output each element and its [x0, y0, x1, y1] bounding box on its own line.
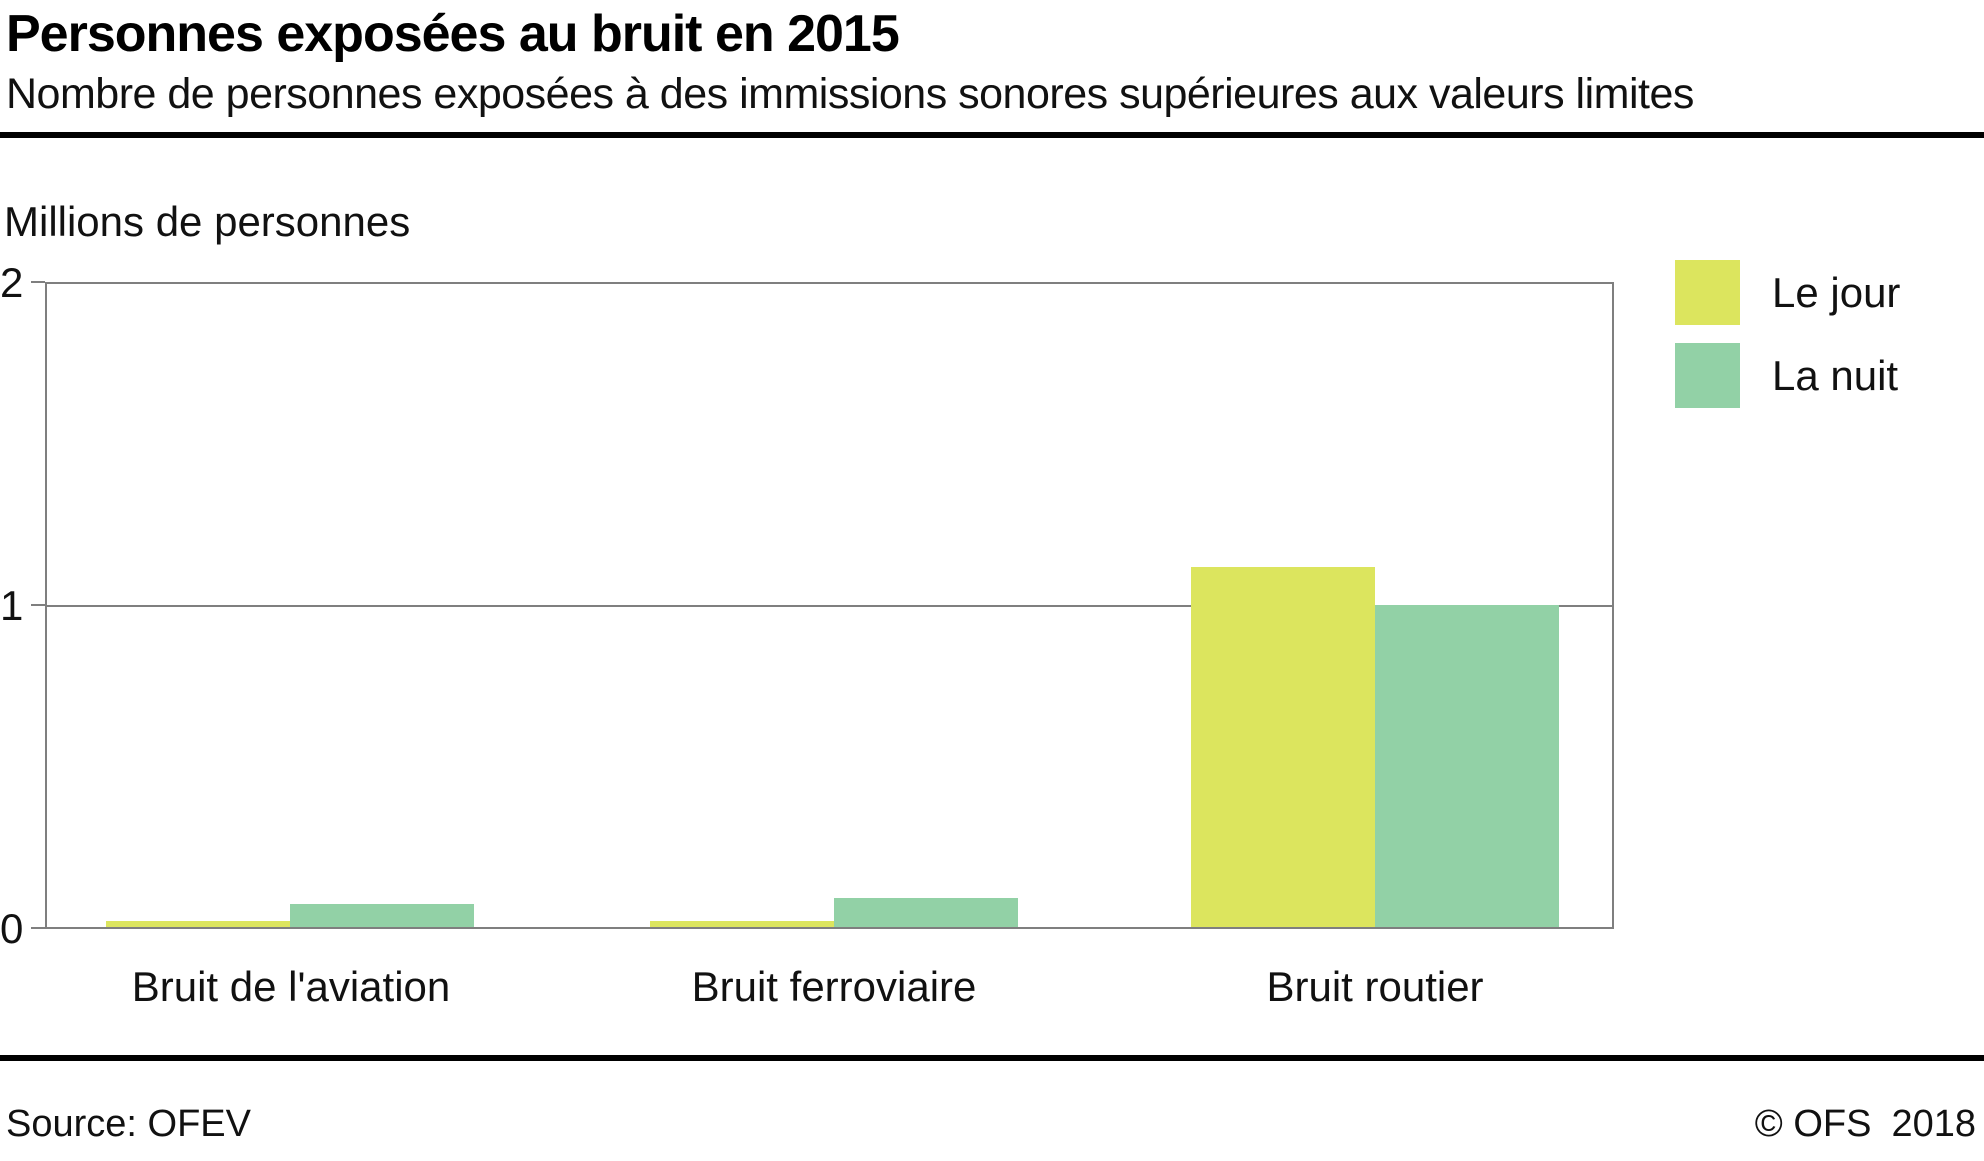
legend-item-day: Le jour — [1675, 260, 1900, 325]
legend-label-day: Le jour — [1772, 268, 1901, 316]
bar-day-1 — [650, 921, 834, 927]
bar-night-1 — [834, 898, 1018, 927]
x-category-label-aviation: Bruit de l'aviation — [131, 963, 451, 1010]
copyright-note: © OFS 2018 — [1755, 1103, 1976, 1146]
y-tick-mark-2 — [31, 281, 45, 283]
x-category-label-road: Bruit routier — [1266, 963, 1484, 1010]
y-tick-label-2: 2 — [0, 259, 24, 306]
legend-item-night: La nuit — [1675, 343, 1900, 408]
page-title: Personnes exposées au bruit en 2015 — [6, 5, 900, 63]
bar-day-2 — [1191, 567, 1375, 927]
copyright-year: 2018 — [1891, 1103, 1976, 1145]
y-tick-mark-1 — [31, 604, 45, 606]
bar-night-0 — [290, 904, 474, 927]
x-category-label-rail: Bruit ferroviaire — [691, 963, 977, 1010]
copyright-text: © OFS — [1754, 1103, 1872, 1145]
legend-swatch-day — [1675, 260, 1740, 325]
legend-swatch-night — [1675, 343, 1740, 408]
gridline-y1 — [47, 604, 1612, 607]
bar-night-2 — [1375, 605, 1559, 927]
top-divider-rule — [0, 132, 1984, 138]
chart-subtitle: Nombre de personnes exposées à des immis… — [6, 70, 1694, 118]
y-tick-mark-0 — [31, 927, 45, 929]
y-tick-label-1: 1 — [0, 582, 24, 629]
bottom-divider-rule — [0, 1055, 1984, 1061]
y-tick-label-0: 0 — [0, 905, 24, 952]
y-axis-unit-label: Millions de personnes — [4, 198, 411, 245]
legend-label-night: La nuit — [1772, 351, 1899, 399]
legend: Le jour La nuit — [1675, 260, 1900, 426]
source-note: Source: OFEV — [6, 1103, 251, 1145]
plot-area — [45, 282, 1614, 929]
bar-day-0 — [106, 921, 290, 927]
